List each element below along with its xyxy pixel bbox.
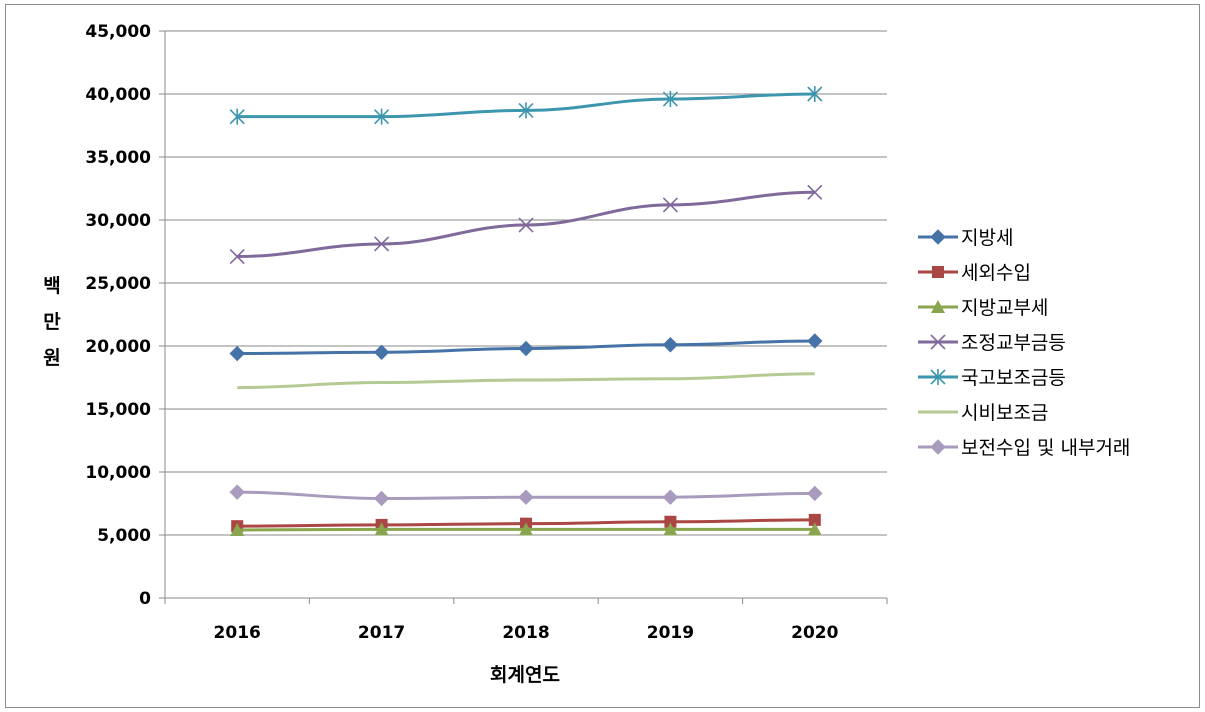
x-tick-label: 2020: [791, 623, 838, 643]
series-1: [229, 333, 823, 362]
x-axis-ticks: 2016 2017 2018 2019 2020: [214, 623, 839, 643]
series-group: [229, 86, 823, 536]
x-tick-label: 2019: [647, 623, 694, 643]
x-tick-label: 2018: [502, 623, 549, 643]
data-point: [930, 229, 946, 245]
series-3: [230, 522, 822, 536]
y-tick-label: 10,000: [85, 463, 151, 483]
data-point: [662, 337, 679, 353]
x-tick-label: 2017: [358, 623, 405, 643]
y-axis-title-char: 원: [43, 347, 60, 369]
series-line: [237, 372, 815, 390]
data-point: [373, 490, 390, 507]
data-point: [374, 522, 389, 536]
data-point: [518, 102, 534, 119]
data-point: [518, 489, 534, 505]
data-point: [664, 515, 677, 528]
legend-entry: 세외수입: [918, 262, 1031, 284]
y-tick-label: 25,000: [85, 274, 151, 294]
y-axis-ticks: 0 5,000 10,000 15,000 20,000 25,000 30,000 35,0…: [85, 22, 151, 609]
data-point: [663, 522, 678, 536]
data-point: [930, 439, 946, 455]
data-point: [662, 197, 678, 213]
legend-label: 지방세: [961, 227, 1013, 249]
legend-label: 국고보조금등: [961, 367, 1066, 389]
legend-entry: 시비보조금: [918, 402, 1048, 424]
legend-label: 세외수입: [961, 262, 1031, 284]
data-point: [662, 91, 678, 108]
legend-label: 지방교부세: [961, 297, 1048, 319]
y-axis-title-char: 만: [43, 311, 61, 333]
data-point: [807, 522, 822, 536]
data-point: [807, 86, 823, 102]
y-tick-label: 5,000: [97, 526, 151, 546]
legend-label: 조정교부금등: [961, 332, 1066, 354]
y-tick-label: 15,000: [85, 400, 151, 420]
series-5: [229, 86, 823, 125]
legend-entry: 지방세: [918, 227, 1013, 249]
y-tick-label: 20,000: [85, 337, 151, 357]
series-6: [237, 372, 815, 390]
data-point: [229, 484, 245, 500]
y-tick-label: 45,000: [85, 22, 151, 42]
data-point: [373, 344, 390, 361]
legend-label: 시비보조금: [961, 402, 1048, 424]
data-point: [930, 369, 946, 385]
data-point: [229, 248, 245, 265]
data-point: [808, 513, 821, 526]
data-point: [230, 522, 245, 536]
data-point: [229, 108, 245, 125]
data-point: [662, 489, 679, 505]
series-4: [229, 184, 823, 265]
legend-entry: 지방교부세: [918, 297, 1048, 319]
y-tick-label: 0: [139, 589, 151, 609]
data-point: [807, 485, 823, 502]
y-tick-label: 40,000: [85, 85, 151, 105]
chart-frame: [5, 4, 1200, 708]
data-point: [807, 184, 823, 200]
data-point: [807, 333, 823, 349]
y-tick-label: 30,000: [85, 211, 151, 231]
x-tick-label: 2016: [214, 623, 261, 643]
data-point: [374, 108, 390, 125]
data-point: [374, 236, 390, 252]
legend-label: 보전수입 및 내부거래: [961, 437, 1130, 459]
data-point: [518, 340, 534, 357]
series-7: [229, 484, 823, 507]
x-axis-title: 회계연도: [490, 664, 560, 686]
gridlines: [165, 30, 887, 536]
legend-entry: 조정교부금등: [918, 332, 1066, 354]
data-point: [229, 345, 245, 362]
legend-entry: 국고보조금등: [918, 367, 1066, 389]
y-tick-label: 35,000: [85, 148, 151, 168]
data-point: [931, 300, 945, 313]
y-axis-title-char: 백: [43, 275, 60, 297]
data-point: [932, 266, 944, 278]
data-point: [930, 334, 946, 350]
y-axis-title: 백만원: [43, 275, 61, 369]
data-point: [519, 522, 533, 536]
axes: [159, 30, 888, 604]
data-point: [518, 217, 534, 233]
legend-entry: 보전수입 및 내부거래: [918, 437, 1130, 459]
